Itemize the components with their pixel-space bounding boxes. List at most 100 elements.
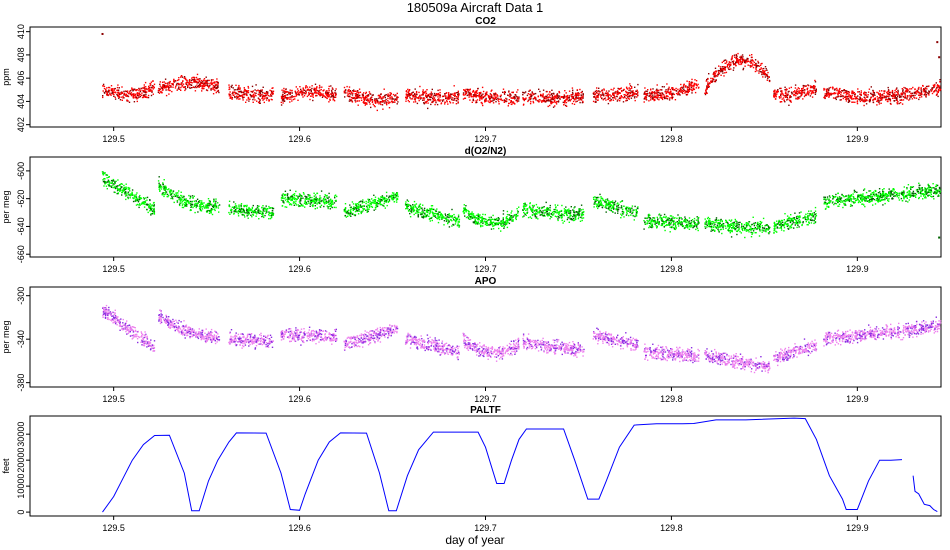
data-point xyxy=(545,98,547,100)
data-point xyxy=(467,91,470,93)
data-point xyxy=(608,97,610,99)
data-point xyxy=(306,86,309,88)
data-point xyxy=(878,101,880,103)
data-point xyxy=(546,90,548,93)
data-point xyxy=(268,211,270,213)
data-point xyxy=(644,91,646,93)
data-point xyxy=(112,91,115,94)
data-point xyxy=(490,94,493,96)
data-point xyxy=(202,205,205,207)
data-point xyxy=(414,97,416,100)
data-point xyxy=(188,79,191,81)
data-point xyxy=(103,85,106,88)
data-point xyxy=(911,92,913,94)
data-point xyxy=(137,201,140,203)
data-point xyxy=(255,84,257,86)
data-point xyxy=(422,92,424,94)
data-point xyxy=(309,98,311,101)
data-point xyxy=(605,90,608,92)
data-point xyxy=(184,78,187,80)
data-point xyxy=(848,91,851,93)
data-point xyxy=(562,97,565,99)
data-point xyxy=(242,97,244,99)
data-point xyxy=(269,89,271,92)
data-point xyxy=(612,89,614,91)
data-point xyxy=(619,92,621,94)
data-point xyxy=(680,91,683,93)
data-point xyxy=(854,95,856,98)
data-point xyxy=(551,97,553,99)
data-point xyxy=(286,201,288,203)
data-point xyxy=(576,100,578,102)
data-point xyxy=(294,98,296,100)
data-point xyxy=(925,85,928,88)
data-point xyxy=(300,203,303,206)
data-point xyxy=(665,97,668,100)
data-point xyxy=(230,95,232,97)
data-point xyxy=(189,87,191,89)
data-point xyxy=(842,95,844,98)
data-point xyxy=(312,204,314,206)
data-point xyxy=(305,92,307,95)
data-point xyxy=(512,91,514,93)
data-point xyxy=(736,61,739,63)
data-point xyxy=(735,56,738,58)
data-point xyxy=(809,89,811,92)
data-point xyxy=(512,97,514,99)
data-point xyxy=(170,190,173,192)
data-point xyxy=(262,212,264,214)
data-point xyxy=(394,99,396,102)
data-point xyxy=(239,88,241,91)
data-point xyxy=(194,80,196,82)
data-point xyxy=(314,89,317,91)
data-point xyxy=(691,92,693,94)
data-point xyxy=(907,89,909,91)
data-point xyxy=(245,101,247,103)
data-point xyxy=(477,87,479,90)
data-point xyxy=(140,87,142,90)
data-point xyxy=(685,93,688,96)
data-point xyxy=(101,171,104,173)
data-point xyxy=(147,211,149,214)
data-point xyxy=(148,206,151,209)
data-point xyxy=(264,214,266,217)
data-point xyxy=(564,90,566,92)
data-point xyxy=(365,91,367,94)
data-point xyxy=(101,32,104,35)
data-point xyxy=(187,85,189,88)
data-point xyxy=(362,199,364,201)
data-point xyxy=(257,209,259,212)
data-point xyxy=(296,91,299,93)
data-point xyxy=(138,196,140,198)
data-point xyxy=(139,90,142,93)
data-point xyxy=(439,89,441,91)
data-point xyxy=(833,89,836,91)
data-point xyxy=(126,192,128,194)
data-point xyxy=(516,101,518,103)
data-point xyxy=(182,206,185,209)
data-point xyxy=(377,94,380,97)
data-point xyxy=(612,93,614,96)
data-point xyxy=(237,96,239,99)
data-point xyxy=(194,85,197,88)
data-point xyxy=(859,97,861,100)
data-point xyxy=(834,93,836,95)
data-point xyxy=(691,78,693,81)
data-point xyxy=(158,176,160,178)
data-point xyxy=(233,207,235,209)
data-point xyxy=(422,97,424,100)
data-point xyxy=(910,95,912,97)
data-point xyxy=(114,187,117,190)
data-point xyxy=(268,205,270,208)
data-point xyxy=(360,212,362,215)
data-point xyxy=(791,93,793,95)
data-point xyxy=(175,192,177,194)
data-point xyxy=(319,89,321,92)
data-point xyxy=(787,93,789,95)
data-point xyxy=(478,93,481,95)
data-point xyxy=(199,84,202,86)
data-point xyxy=(251,210,253,212)
data-point xyxy=(296,88,299,90)
data-point xyxy=(686,88,689,91)
data-point xyxy=(939,81,941,83)
